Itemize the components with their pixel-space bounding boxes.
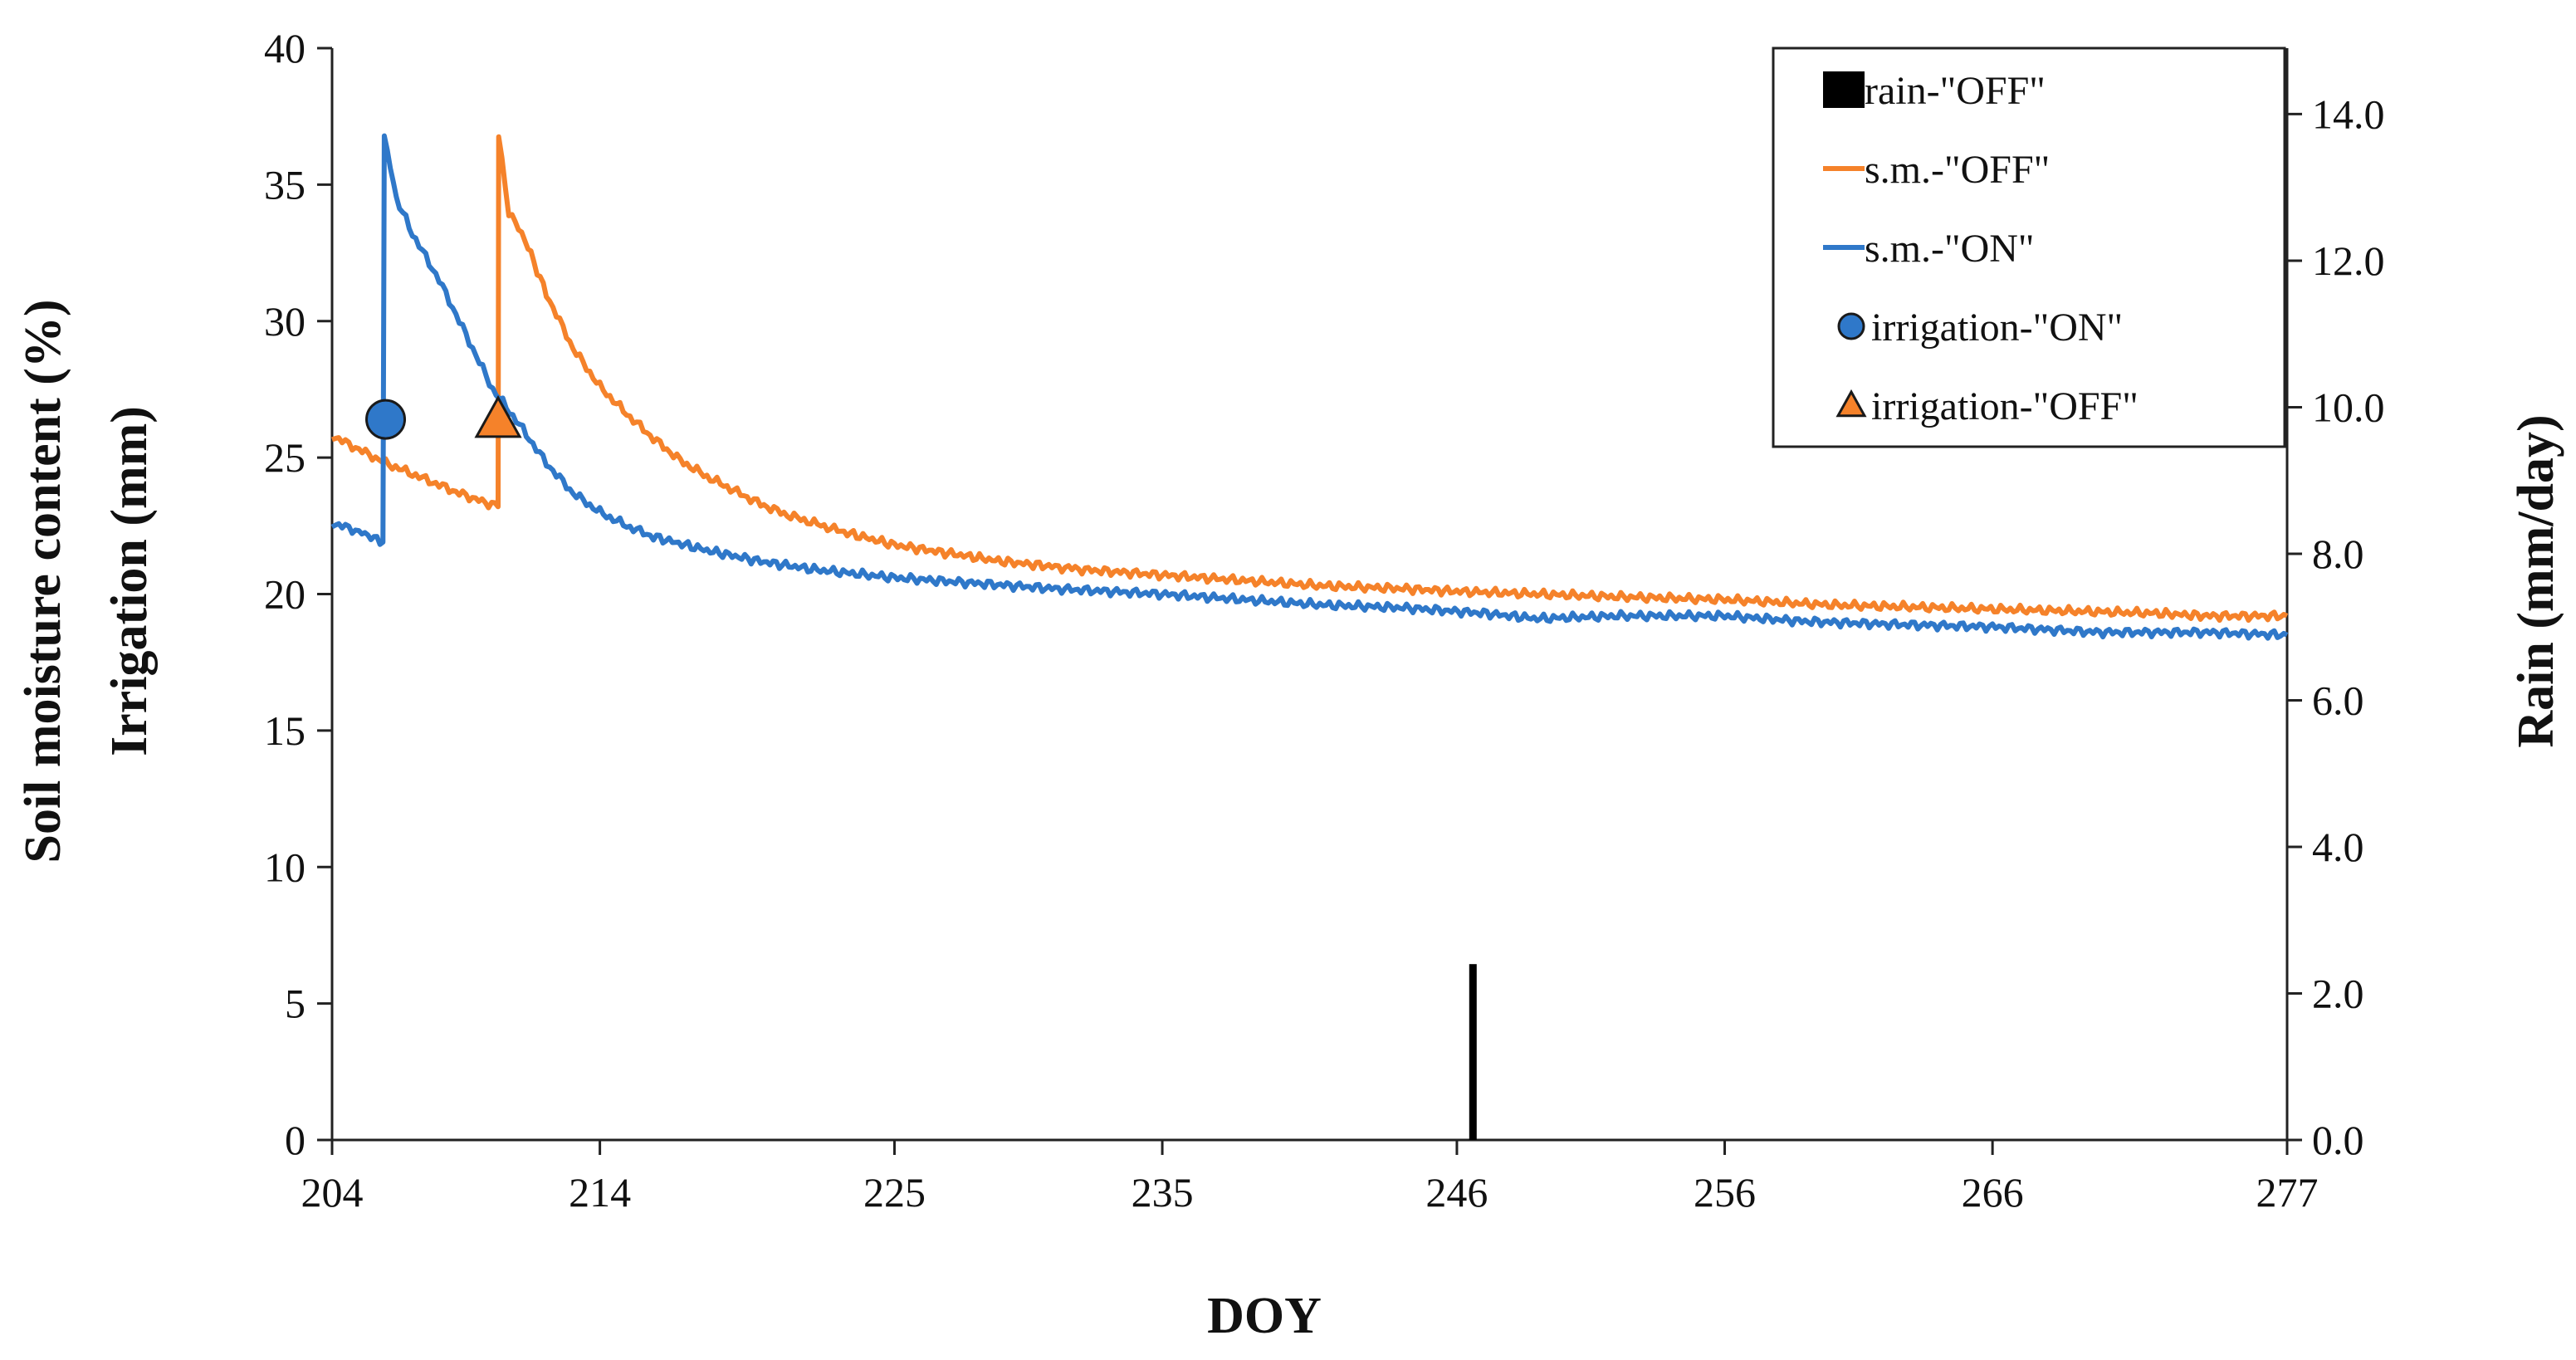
legend-swatch-circle (1837, 312, 1865, 340)
x-tick-label: 214 (569, 1169, 631, 1216)
x-tick-label: 235 (1132, 1169, 1194, 1216)
series-line-sm-on (330, 133, 2289, 641)
y2-tick-label: 6.0 (2312, 677, 2364, 723)
y-tick-label: 25 (264, 434, 306, 481)
y-axis-title-line-2: Irrigation (mm) (101, 406, 158, 756)
axes: 0 5 10 15 20 25 30 35 40 0.0 2.0 4.0 6.0 8.0 10.0 12.0 1… (264, 25, 2385, 1216)
series-lines (330, 133, 2289, 641)
x-tick-label: 204 (301, 1169, 364, 1216)
x-tick-label: 266 (1962, 1169, 2024, 1216)
y-tick-label: 0 (285, 1117, 306, 1163)
y-tick-label: 5 (285, 981, 306, 1027)
x-tick-label: 225 (863, 1169, 926, 1216)
y-axis-title-line-1: Soil moisture content (%) (15, 299, 71, 863)
y-tick-label: 20 (264, 571, 306, 618)
y-tick-label: 35 (264, 161, 306, 208)
x-axis-title: DOY (1207, 1288, 1322, 1344)
y-tick-label: 30 (264, 298, 306, 345)
irrigation-on-marker (365, 399, 407, 440)
irrigation-off-marker (474, 395, 522, 438)
irrigation-markers (365, 395, 522, 440)
legend-label: s.m.-"OFF" (1865, 148, 2050, 192)
x-tick-label: 256 (1694, 1169, 1756, 1216)
y-tick-label: 10 (264, 844, 306, 890)
legend-label: irrigation-"OFF" (1871, 384, 2139, 428)
legend-label: s.m.-"ON" (1865, 227, 2035, 271)
rain-bar (1469, 964, 1477, 1140)
series-line-sm-off (331, 134, 2289, 624)
y2-tick-label: 4.0 (2312, 824, 2364, 870)
legend: rain-"OFF" s.m.-"OFF" s.m.-"ON" irrigation-… (1772, 46, 2286, 448)
legend-item-rain: rain-"OFF" (1823, 69, 2046, 113)
legend-item-sm-on: s.m.-"ON" (1823, 227, 2035, 271)
x-tick-label: 246 (1425, 1169, 1488, 1216)
x-tick-label: 277 (2256, 1169, 2319, 1216)
legend-item-irr-on_fill: irrigation-"ON" (1837, 306, 2123, 350)
axis-labels: DOY Soil moisture content (%) Irrigation… (15, 299, 2564, 1344)
rain-bars (1469, 964, 1477, 1140)
y2-tick-label: 10.0 (2312, 384, 2385, 430)
legend-label: irrigation-"ON" (1871, 306, 2123, 350)
y2-tick-label: 0.0 (2312, 1117, 2364, 1163)
legend-swatch-bar (1823, 71, 1865, 108)
legend-item-irr-off_fill: irrigation-"OFF" (1835, 384, 2139, 428)
y2-axis-title: Rain (mm/day) (2508, 414, 2564, 747)
y2-tick-label: 14.0 (2312, 91, 2385, 137)
y-tick-label: 40 (264, 25, 306, 71)
legend-label: rain-"OFF" (1865, 69, 2046, 113)
y2-tick-label: 12.0 (2312, 237, 2385, 284)
legend-item-sm-off: s.m.-"OFF" (1823, 148, 2050, 192)
y-tick-label: 15 (264, 707, 306, 754)
legend-swatch-triangle (1835, 389, 1867, 418)
y2-tick-label: 2.0 (2312, 970, 2364, 1016)
y2-tick-label: 8.0 (2312, 531, 2364, 577)
